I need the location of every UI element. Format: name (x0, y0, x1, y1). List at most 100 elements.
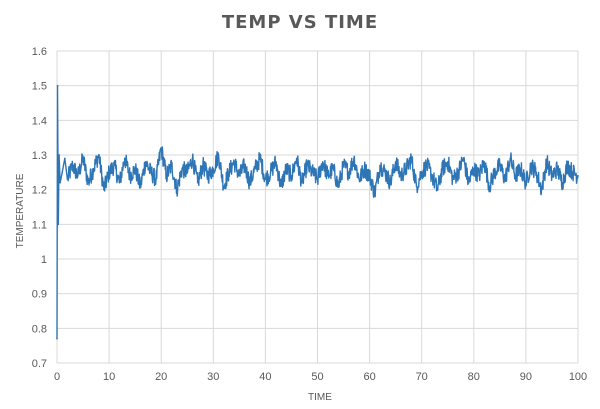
data-point (358, 178, 360, 181)
x-tick-label: 90 (520, 371, 532, 383)
data-point (483, 161, 486, 163)
data-point (108, 171, 110, 174)
data-point (446, 161, 449, 163)
x-tick-label: 10 (103, 371, 115, 383)
data-point (181, 168, 183, 170)
data-point (316, 178, 319, 181)
data-point (61, 171, 64, 174)
data-point (493, 171, 496, 174)
data-point (176, 188, 178, 191)
data-point (426, 164, 428, 167)
data-point (77, 175, 79, 177)
data-point (149, 171, 152, 174)
data-point (306, 164, 308, 167)
data-point (436, 188, 439, 191)
data-point (394, 161, 397, 163)
data-point (269, 171, 272, 174)
data-point (327, 175, 329, 177)
x-tick-label: 50 (311, 371, 323, 383)
x-tick-label: 0 (54, 371, 60, 383)
data-point (275, 161, 277, 163)
y-tick-label: 1.6 (32, 46, 47, 58)
data-point (290, 175, 293, 177)
data-point (64, 157, 66, 160)
data-point (525, 181, 527, 184)
data-point (259, 157, 261, 160)
data-point (228, 171, 230, 174)
series-layer (56, 84, 579, 340)
data-point (488, 185, 491, 187)
data-point (217, 154, 220, 156)
data-point (248, 181, 251, 184)
data-point (254, 168, 256, 170)
x-tick-label: 60 (363, 371, 375, 383)
data-point (222, 185, 225, 187)
y-tick-label: 0.8 (32, 323, 47, 335)
data-point (71, 164, 74, 167)
data-point (504, 178, 506, 181)
data-point (499, 164, 501, 167)
y-tick-label: 1.1 (32, 219, 47, 231)
data-point (478, 175, 480, 177)
data-point (389, 181, 392, 184)
data-point (207, 175, 209, 177)
data-point (473, 168, 475, 170)
y-tick-label: 1.4 (32, 115, 47, 127)
data-point (353, 157, 355, 160)
data-point (56, 337, 58, 340)
data-point (556, 168, 558, 170)
x-tick-label: 70 (416, 371, 428, 383)
data-point (144, 161, 147, 163)
data-point (551, 175, 553, 177)
data-point (379, 164, 381, 167)
data-point (467, 181, 470, 184)
data-point (400, 175, 402, 177)
data-point (66, 178, 69, 181)
data-point (57, 223, 60, 226)
gridlines (56, 50, 579, 364)
data-point (462, 157, 465, 160)
data-point (566, 164, 569, 167)
data-point (332, 168, 334, 170)
data-point (410, 157, 413, 160)
data-point (59, 181, 61, 184)
data-point (545, 161, 548, 163)
chart-title: TEMP VS TIME (222, 12, 378, 33)
x-tick-label: 100 (569, 371, 587, 383)
data-point (56, 84, 59, 87)
data-point (212, 168, 215, 170)
data-point (113, 164, 116, 167)
y-tick-label: 0.9 (32, 289, 47, 301)
data-point (571, 171, 574, 174)
data-point (186, 171, 189, 174)
x-axis-ticks: 0 10 20 30 40 50 60 70 80 90 100 (54, 371, 587, 383)
y-tick-label: 1.2 (32, 185, 47, 197)
data-point (363, 168, 366, 170)
y-tick-label: 1 (41, 254, 47, 266)
data-point (97, 154, 100, 156)
temperature-series-line (56, 84, 579, 339)
data-point (238, 175, 241, 177)
data-point (160, 147, 162, 149)
y-tick-label: 1.3 (32, 150, 47, 162)
data-point (170, 164, 173, 167)
data-point (577, 175, 579, 177)
data-point (243, 164, 246, 167)
data-point (134, 168, 136, 170)
data-point (295, 157, 298, 160)
y-axis-label: TEMPERATURE (15, 173, 26, 248)
data-point (123, 157, 126, 160)
data-point (82, 157, 84, 160)
data-point (233, 161, 235, 163)
x-tick-label: 20 (155, 371, 167, 383)
data-point (441, 168, 444, 170)
data-point (540, 188, 543, 191)
y-tick-label: 1.5 (32, 81, 47, 93)
data-point (165, 175, 168, 177)
data-point (514, 175, 517, 177)
data-point (431, 175, 433, 177)
data-point (118, 181, 121, 184)
x-axis-label: TIME (308, 392, 332, 403)
data-point (337, 185, 340, 187)
data-point (384, 171, 387, 174)
